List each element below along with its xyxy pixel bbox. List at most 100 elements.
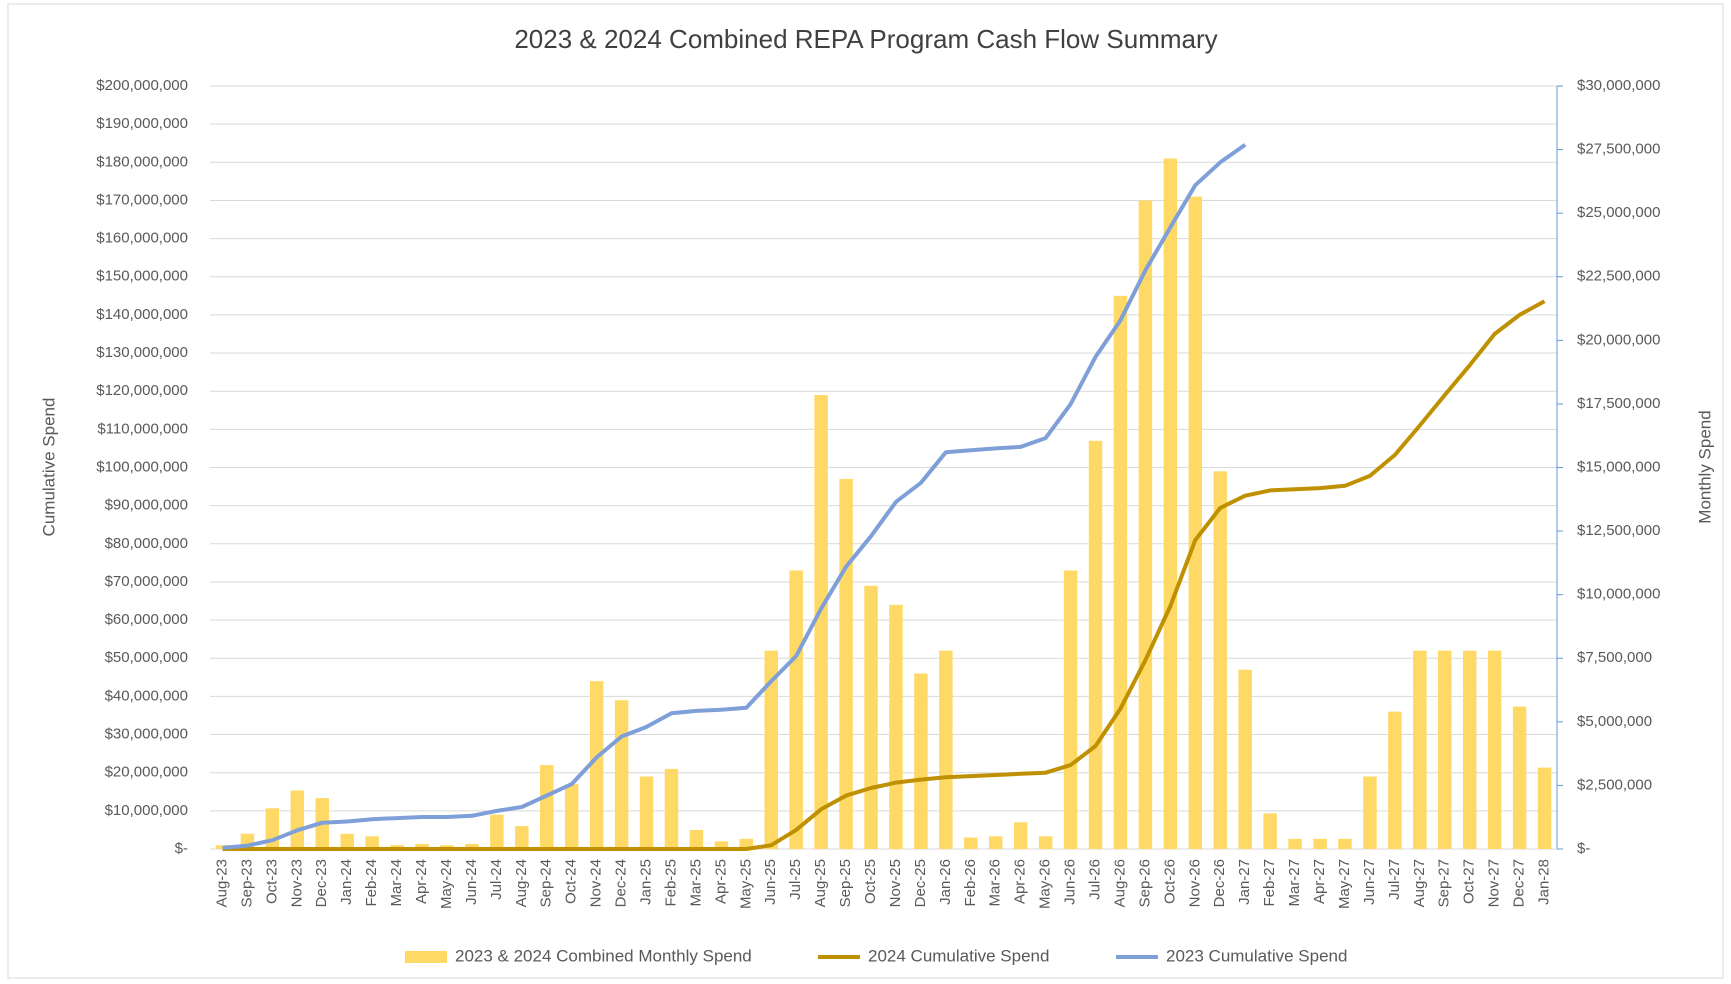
bar (1388, 711, 1402, 849)
y-tick-label: $100,000,000 (96, 458, 188, 475)
y-tick-label: $190,000,000 (96, 115, 188, 132)
y-tick-label: $50,000,000 (105, 649, 188, 666)
x-tick-label: Mar-26 (987, 859, 1004, 907)
x-tick-label: Mar-27 (1286, 859, 1303, 907)
y2-tick-label: $27,500,000 (1577, 141, 1660, 158)
y-tick-label: $60,000,000 (105, 611, 188, 628)
x-tick-label: Nov-23 (288, 859, 305, 907)
bar (1188, 196, 1203, 849)
legend-label: 2024 Cumulative Spend (868, 946, 1049, 965)
x-tick-label: Oct-26 (1161, 859, 1178, 904)
bar (939, 650, 953, 849)
y-tick-label: $110,000,000 (97, 420, 188, 437)
x-tick-label: Feb-24 (363, 859, 380, 907)
x-tick-label: Apr-25 (712, 859, 729, 904)
bar (914, 673, 928, 849)
x-tick-label: Aug-26 (1111, 859, 1128, 907)
line (222, 299, 1546, 851)
bar (964, 837, 978, 849)
legend-swatch (405, 951, 447, 963)
x-tick-label: Aug-24 (513, 859, 530, 907)
y-tick-label: $200,000,000 (96, 77, 188, 94)
x-tick-label: Dec-23 (313, 859, 330, 907)
bar (340, 833, 354, 849)
bar (889, 604, 903, 849)
bar (1338, 838, 1352, 849)
y-tick-label: $- (175, 840, 188, 857)
bar (515, 826, 529, 849)
bar (1487, 650, 1502, 849)
bar (1512, 706, 1527, 849)
y-tick-label: $20,000,000 (105, 764, 188, 781)
legend-label: 2023 & 2024 Combined Monthly Spend (455, 946, 752, 965)
x-tick-label: Sep-27 (1436, 859, 1453, 907)
x-tick-label: Dec-27 (1511, 859, 1528, 907)
y-tick-label: $120,000,000 (96, 382, 188, 399)
bar (365, 836, 379, 849)
x-tick-label: Jun-27 (1361, 859, 1378, 905)
x-tick-label: May-25 (737, 859, 754, 909)
bar (689, 829, 704, 849)
y-tick-label: $140,000,000 (96, 306, 188, 323)
bar (465, 843, 479, 849)
bar (1413, 650, 1427, 849)
legend-label: 2023 Cumulative Spend (1166, 946, 1347, 965)
bar (415, 843, 429, 849)
bar (1113, 295, 1128, 849)
bar (814, 395, 828, 849)
x-tick-label: Dec-24 (613, 859, 630, 907)
bar (789, 570, 803, 849)
y-tick-label: $30,000,000 (105, 726, 188, 743)
x-tick-label: Oct-23 (263, 859, 280, 904)
x-tick-label: Jul-24 (488, 859, 505, 900)
y-tick-label: $40,000,000 (105, 687, 188, 704)
x-tick-label: Nov-27 (1486, 859, 1503, 907)
x-tick-label: Sep-24 (538, 859, 555, 907)
y-tick-label: $150,000,000 (96, 268, 188, 285)
y-tick-label: $160,000,000 (96, 230, 188, 247)
bar (664, 768, 679, 849)
x-tick-label: Jun-26 (1062, 859, 1079, 905)
line (222, 143, 1247, 850)
bar (1462, 650, 1477, 849)
x-tick-label: Jan-27 (1236, 859, 1253, 905)
x-tick-label: Jul-27 (1386, 859, 1403, 900)
x-tick-label: Dec-25 (912, 859, 929, 907)
bar (1213, 471, 1227, 849)
x-tick-label: Nov-26 (1186, 859, 1203, 907)
y2-tick-label: $25,000,000 (1577, 204, 1660, 221)
x-tick-label: Nov-25 (887, 859, 904, 907)
x-tick-label: Feb-27 (1261, 859, 1278, 907)
bar (290, 790, 305, 849)
y-tick-label: $70,000,000 (105, 573, 188, 590)
y-tick-label: $10,000,000 (105, 802, 188, 819)
chart-title: 2023 & 2024 Combined REPA Program Cash F… (514, 24, 1217, 54)
x-tick-label: Apr-24 (413, 859, 430, 904)
y-tick-label: $80,000,000 (105, 535, 188, 552)
bar (564, 784, 579, 849)
x-tick-label: Apr-26 (1012, 859, 1029, 904)
x-tick-label: Jul-25 (787, 859, 804, 900)
bar (739, 838, 754, 849)
x-tick-label: Jan-28 (1535, 859, 1552, 905)
bar (1363, 776, 1377, 849)
bar (490, 814, 504, 849)
x-tick-label: Aug-25 (812, 859, 829, 907)
x-tick-label: May-27 (1336, 859, 1353, 909)
y2-tick-label: $22,500,000 (1577, 268, 1660, 285)
bar (589, 681, 604, 849)
bar (1088, 440, 1103, 849)
x-tick-label: Oct-25 (862, 859, 879, 904)
y-axis-title: Cumulative Spend (39, 398, 58, 537)
y2-axis-title: Monthly Spend (1695, 410, 1714, 523)
y2-tick-label: $15,000,000 (1577, 458, 1660, 475)
bar (1438, 650, 1452, 849)
x-tick-label: Aug-23 (213, 859, 230, 907)
bar (540, 765, 554, 849)
y2-tick-label: $10,000,000 (1577, 586, 1660, 603)
y2-tick-label: $- (1577, 840, 1590, 857)
bar (1313, 838, 1327, 849)
y-tick-label: $180,000,000 (96, 153, 188, 170)
bar (1163, 158, 1178, 850)
